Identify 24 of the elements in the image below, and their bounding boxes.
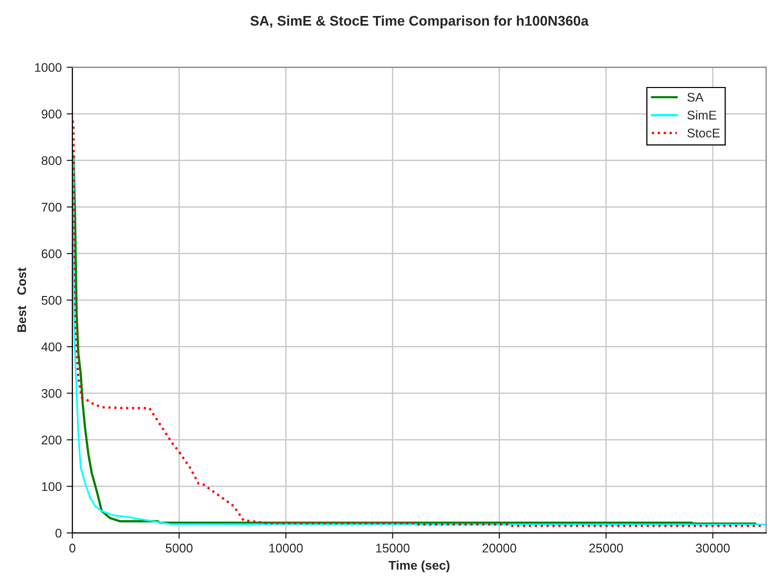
chart-title: SA, SimE & StocE Time Comparison for h100N360a [250,16,589,28]
x-tick-label: 10000 [269,544,303,553]
y-tick-label: 500 [42,296,62,305]
y-tick-label: 300 [42,389,62,398]
y-tick-label: 900 [42,110,62,118]
legend-label: SimE [687,110,716,120]
y-tick-label: 600 [42,249,62,258]
x-tick-label: 20000 [482,544,516,553]
y-tick-label: 400 [41,342,62,352]
x-tick-label: 25000 [589,544,623,553]
y-tick-label: 1000 [35,63,62,72]
legend-label: SA [687,92,704,102]
y-tick-label: 200 [42,436,62,444]
y-axis-title: Best Cost [17,268,26,332]
legend-label: StocE [687,128,720,138]
y-tick-label: 800 [42,156,62,166]
x-axis-title: Time (sec) [388,560,450,572]
y-tick-label: 0 [56,528,62,538]
x-tick-label: 5000 [166,544,193,553]
x-tick-label: 15000 [376,544,410,553]
x-tick-label: 0 [69,544,76,553]
y-tick-label: 100 [42,482,62,492]
x-tick-label: 30000 [696,544,730,553]
y-tick-label: 700 [42,202,62,212]
